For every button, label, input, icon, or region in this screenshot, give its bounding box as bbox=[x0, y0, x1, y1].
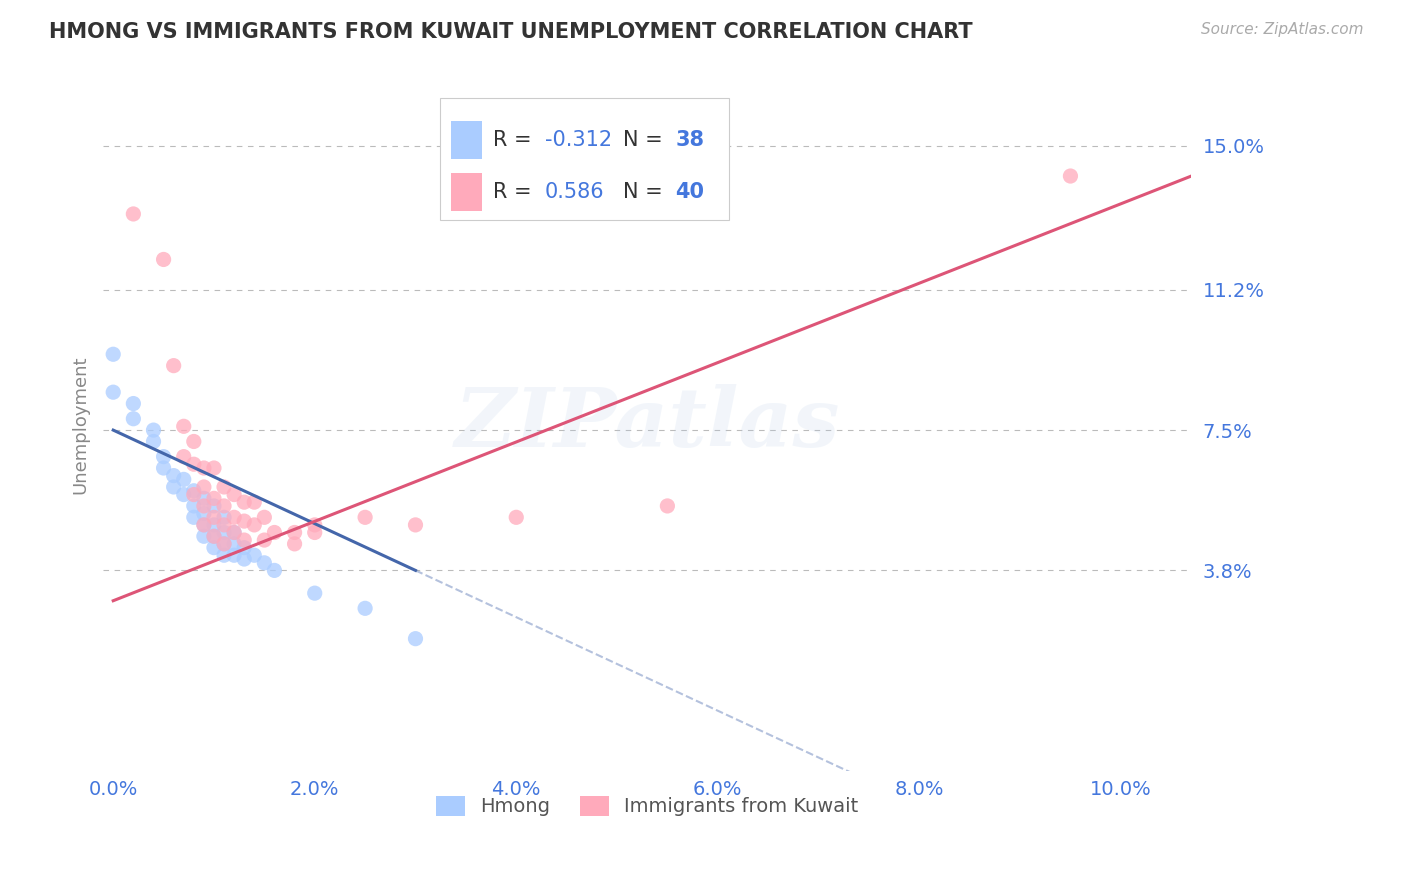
Point bbox=[193, 480, 215, 494]
Point bbox=[224, 487, 246, 501]
Point bbox=[243, 548, 266, 562]
Point bbox=[163, 480, 186, 494]
Point bbox=[354, 601, 377, 615]
Point bbox=[233, 495, 256, 509]
Point bbox=[193, 461, 215, 475]
Point bbox=[183, 483, 205, 498]
Point bbox=[183, 434, 205, 449]
Point bbox=[224, 537, 246, 551]
Text: N =: N = bbox=[623, 182, 669, 202]
Text: 38: 38 bbox=[675, 130, 704, 150]
Point bbox=[233, 533, 256, 547]
Point bbox=[193, 499, 215, 513]
Point bbox=[263, 525, 285, 540]
Point bbox=[193, 517, 215, 532]
Point bbox=[202, 499, 225, 513]
FancyBboxPatch shape bbox=[451, 173, 482, 211]
Point bbox=[233, 541, 256, 555]
Point bbox=[122, 207, 145, 221]
Point bbox=[212, 537, 235, 551]
Point bbox=[405, 517, 427, 532]
Point bbox=[304, 525, 326, 540]
Point bbox=[193, 491, 215, 506]
Point bbox=[193, 529, 215, 543]
Point bbox=[253, 556, 276, 570]
Point bbox=[354, 510, 377, 524]
Point bbox=[263, 563, 285, 577]
Point bbox=[284, 525, 307, 540]
Point bbox=[193, 517, 215, 532]
Point bbox=[142, 434, 165, 449]
Point bbox=[152, 461, 174, 475]
Point bbox=[193, 507, 215, 521]
Text: R =: R = bbox=[492, 182, 538, 202]
Text: 40: 40 bbox=[675, 182, 704, 202]
Point bbox=[202, 461, 225, 475]
Point bbox=[152, 252, 174, 267]
Point bbox=[103, 385, 125, 400]
Point bbox=[202, 541, 225, 555]
Point bbox=[202, 529, 225, 543]
FancyBboxPatch shape bbox=[440, 98, 728, 219]
Point bbox=[103, 347, 125, 361]
Point bbox=[304, 517, 326, 532]
Text: R =: R = bbox=[492, 130, 538, 150]
Point bbox=[212, 517, 235, 532]
Point bbox=[405, 632, 427, 646]
Point bbox=[212, 537, 235, 551]
Point bbox=[657, 499, 679, 513]
Point bbox=[142, 423, 165, 437]
Point bbox=[173, 419, 195, 434]
Point bbox=[183, 457, 205, 471]
Text: ZIPatlas: ZIPatlas bbox=[454, 384, 839, 465]
Point bbox=[202, 510, 225, 524]
Point bbox=[152, 450, 174, 464]
Y-axis label: Unemployment: Unemployment bbox=[72, 355, 89, 493]
Point bbox=[202, 491, 225, 506]
Text: HMONG VS IMMIGRANTS FROM KUWAIT UNEMPLOYMENT CORRELATION CHART: HMONG VS IMMIGRANTS FROM KUWAIT UNEMPLOY… bbox=[49, 22, 973, 42]
Point bbox=[212, 548, 235, 562]
Point bbox=[173, 472, 195, 486]
Text: -0.312: -0.312 bbox=[546, 130, 612, 150]
Point bbox=[304, 586, 326, 600]
Point bbox=[224, 525, 246, 540]
Point bbox=[212, 510, 235, 524]
Legend: Hmong, Immigrants from Kuwait: Hmong, Immigrants from Kuwait bbox=[427, 788, 866, 824]
Point bbox=[163, 468, 186, 483]
Point bbox=[224, 525, 246, 540]
Point bbox=[284, 537, 307, 551]
Point bbox=[202, 517, 225, 532]
Point bbox=[212, 525, 235, 540]
Point bbox=[505, 510, 527, 524]
Point bbox=[253, 510, 276, 524]
Point bbox=[183, 499, 205, 513]
Text: Source: ZipAtlas.com: Source: ZipAtlas.com bbox=[1201, 22, 1364, 37]
Point bbox=[122, 411, 145, 425]
Point bbox=[163, 359, 186, 373]
Point bbox=[212, 499, 235, 513]
Point bbox=[243, 517, 266, 532]
FancyBboxPatch shape bbox=[451, 120, 482, 159]
Text: 0.586: 0.586 bbox=[546, 182, 605, 202]
Point bbox=[253, 533, 276, 547]
Point bbox=[1059, 169, 1081, 183]
Point bbox=[183, 510, 205, 524]
Point bbox=[243, 495, 266, 509]
Point bbox=[233, 514, 256, 528]
Text: N =: N = bbox=[623, 130, 669, 150]
Point bbox=[224, 548, 246, 562]
Point bbox=[173, 450, 195, 464]
Point bbox=[183, 487, 205, 501]
Point bbox=[224, 510, 246, 524]
Point bbox=[233, 552, 256, 566]
Point bbox=[173, 487, 195, 501]
Point bbox=[202, 529, 225, 543]
Point bbox=[122, 396, 145, 410]
Point bbox=[212, 480, 235, 494]
